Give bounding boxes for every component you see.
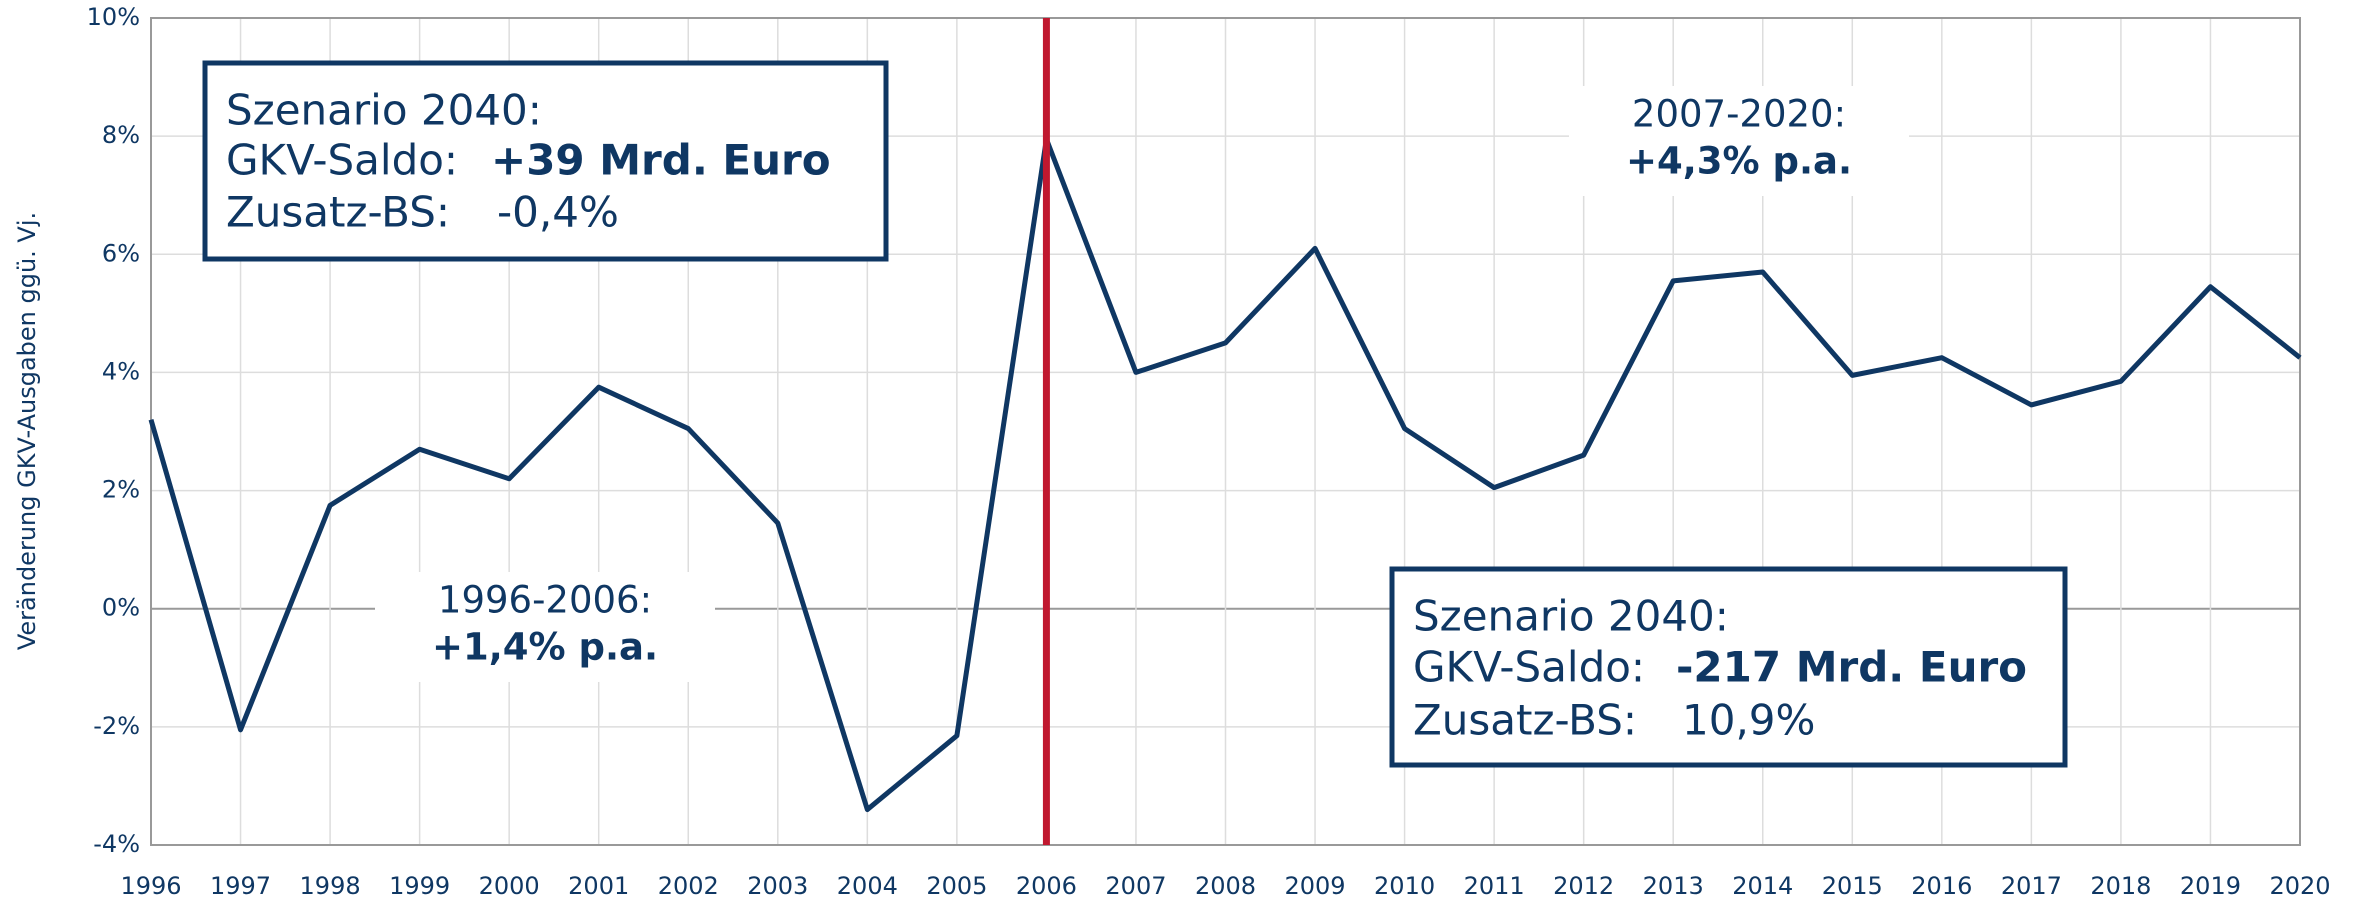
x-tick-label: 1997	[210, 872, 271, 900]
x-tick-label: 2010	[1374, 872, 1435, 900]
annotation-box	[1389, 566, 2068, 768]
x-tick-label: 2002	[658, 872, 719, 900]
y-tick-label: 10%	[87, 3, 140, 31]
x-tick-label: 2001	[568, 872, 629, 900]
box-value: 10,9%	[1682, 696, 1815, 745]
x-tick-label: 2007	[1105, 872, 1166, 900]
x-tick-label: 2014	[1732, 872, 1793, 900]
x-tick-label: 2009	[1285, 872, 1346, 900]
box-value: -0,4%	[497, 188, 619, 237]
plot-border	[150, 17, 2301, 846]
x-tick-label: 2012	[1553, 872, 1614, 900]
y-tick-label: 0%	[102, 594, 140, 622]
period-label: +4,3% p.a.	[1626, 140, 1852, 183]
x-tick-label: 2006	[1016, 872, 1077, 900]
period-label: +1,4% p.a.	[432, 626, 658, 669]
label-background	[1569, 86, 1909, 196]
box-label: Zusatz-BS:	[1413, 696, 1637, 745]
y-tick-label: -2%	[93, 712, 140, 740]
x-tick-label: 2020	[2269, 872, 2330, 900]
y-tick-label: 6%	[102, 239, 140, 267]
x-tick-label: 1999	[389, 872, 450, 900]
y-axis-label: Veränderung GKV-Ausgaben ggü. Vj.	[13, 212, 41, 650]
x-tick-label: 2004	[837, 872, 898, 900]
x-tick-label: 2016	[1911, 872, 1972, 900]
annotation-box	[202, 60, 889, 262]
x-tick-label: 1998	[300, 872, 361, 900]
y-tick-label: -4%	[93, 830, 140, 858]
data-line	[148, 136, 2302, 813]
period-label: 1996-2006:	[438, 579, 652, 622]
box-label: GKV-Saldo:	[226, 136, 458, 185]
y-tick-label: 4%	[102, 357, 140, 385]
box-value: +39 Mrd. Euro	[491, 136, 831, 185]
x-tick-label: 2003	[747, 872, 808, 900]
x-tick-label: 2005	[926, 872, 987, 900]
box-value: -217 Mrd. Euro	[1676, 643, 2027, 692]
y-tick-label: 8%	[102, 121, 140, 149]
box-title: Szenario 2040:	[226, 86, 542, 135]
x-tick-label: 2013	[1643, 872, 1704, 900]
x-tick-label: 2000	[479, 872, 540, 900]
box-label: GKV-Saldo:	[1413, 643, 1645, 692]
label-background	[375, 572, 715, 682]
x-tick-label: 1996	[120, 872, 181, 900]
y-tick-label: 2%	[102, 476, 140, 504]
x-tick-label: 2019	[2180, 872, 2241, 900]
x-tick-label: 2011	[1464, 872, 1525, 900]
period-label: 2007-2020:	[1632, 93, 1846, 136]
x-tick-label: 2017	[2001, 872, 2062, 900]
x-tick-label: 2015	[1822, 872, 1883, 900]
x-tick-label: 2008	[1195, 872, 1256, 900]
x-tick-label: 2018	[2090, 872, 2151, 900]
box-title: Szenario 2040:	[1413, 592, 1729, 641]
box-label: Zusatz-BS:	[226, 188, 450, 237]
